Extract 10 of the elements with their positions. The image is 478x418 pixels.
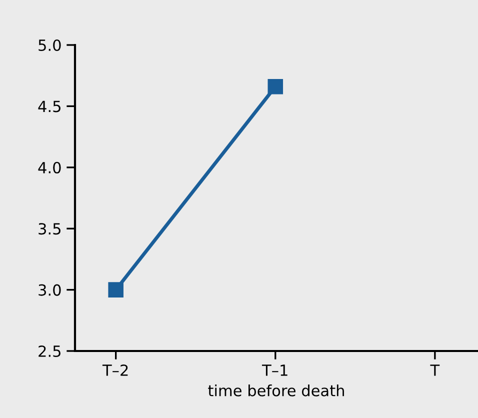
y-tick-label: 3.0 bbox=[38, 284, 61, 296]
y-tick-label: 5.0 bbox=[38, 39, 61, 52]
x-axis-title: time before death bbox=[208, 384, 344, 396]
y-tick-label: 4.0 bbox=[38, 162, 61, 174]
y-tick-label: 2.5 bbox=[38, 345, 60, 358]
y-tick-label: 3.5 bbox=[38, 223, 60, 235]
x-tick-label: T–2 bbox=[102, 364, 128, 376]
y-tick-label: 4.5 bbox=[38, 100, 60, 112]
x-tick-label: T–1 bbox=[262, 364, 288, 376]
x-tick-label: T bbox=[430, 364, 440, 376]
